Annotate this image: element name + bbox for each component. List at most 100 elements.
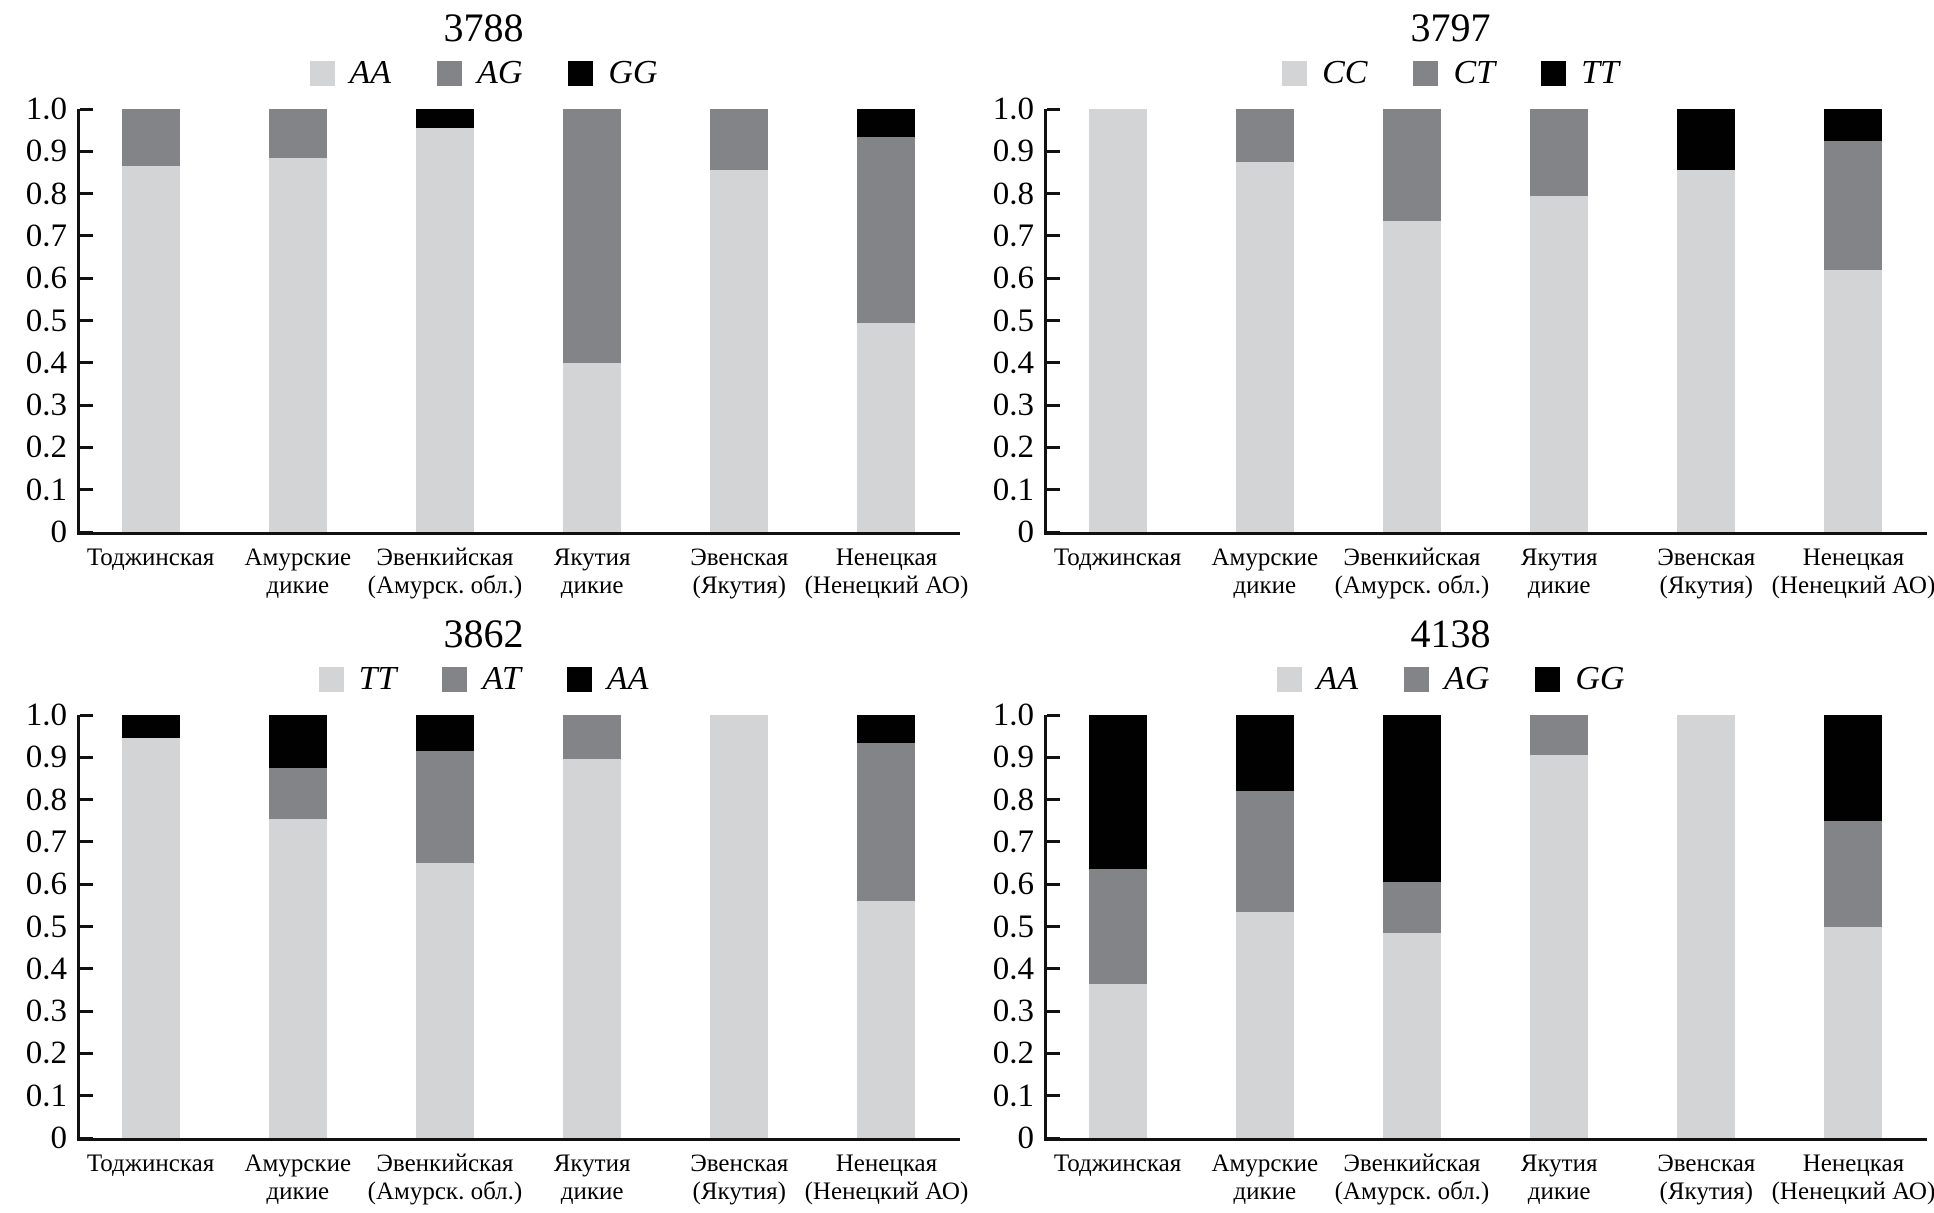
x-category-label: Эвенская (Якутия) — [1591, 544, 1821, 600]
bar-segment-ct — [1235, 109, 1294, 162]
x-category-label: Эвенкийская (Амурск. обл.) — [330, 1150, 560, 1206]
y-tick-mark — [80, 840, 93, 844]
chart-legend: AA AG GG — [967, 662, 1934, 696]
x-category-label: Якутия дикие — [477, 1150, 707, 1206]
legend-label: TT — [358, 660, 397, 697]
y-axis-line — [77, 109, 80, 532]
chart-title: 3797 — [1410, 5, 1491, 50]
legend-entry: TT — [1541, 56, 1619, 90]
x-category-label-line: (Ненецкий АО) — [804, 572, 969, 599]
y-tick-label: 0.6 — [25, 260, 67, 297]
y-tick-mark — [80, 107, 93, 111]
chart-plot: 1.0 0.9 0.8 0.7 0.6 0.5 0.4 0.3 0.2 0.1 0 Тоджинска… — [26, 699, 969, 1206]
x-category-label-line: Амурские — [1211, 1150, 1319, 1177]
legend-swatch-tt — [1541, 60, 1567, 86]
bar-segment-aa — [1530, 755, 1589, 1138]
chart-title: 3788 — [443, 5, 524, 50]
y-tick-label: 0.4 — [25, 950, 67, 987]
bar-segment-ag — [1530, 715, 1589, 756]
y-tick-label: 0.2 — [25, 429, 67, 466]
x-category-label-line: Якутия — [553, 544, 631, 571]
bar-slot: Амурские дикие — [1191, 715, 1338, 1205]
bar-segment-ag — [1824, 820, 1883, 927]
bar-segment-cc — [1677, 170, 1736, 532]
bar-segment-tt — [563, 759, 622, 1138]
bar-segment-aa — [121, 715, 180, 739]
legend-swatch-gg — [1535, 666, 1561, 692]
y-tick-mark — [1047, 530, 1060, 534]
stacked-bar — [121, 109, 180, 532]
bar-slot: Ненецкая (Ненецкий АО) — [1772, 715, 1934, 1205]
x-category-label-line: Эвенкийская — [1343, 1150, 1481, 1177]
bar-slot: Тоджинская — [1044, 715, 1191, 1177]
bar-segment-ag — [121, 109, 180, 167]
x-category-label: Якутия дикие — [1444, 1150, 1674, 1206]
x-category-label-line: Эвенская — [690, 544, 789, 571]
y-axis-line — [77, 715, 80, 1138]
bar-slot: Якутия дикие — [519, 715, 666, 1205]
x-category-label-line: (Ненецкий АО) — [1771, 572, 1934, 599]
legend-label: AA — [349, 54, 392, 91]
bar-segment-ct — [1530, 109, 1589, 196]
x-category-label-line: (Якутия) — [692, 572, 786, 599]
chart-3788: 3788 AA AG GG 1.0 0.9 0.8 0.7 0.6 0.5 0.4 0.3 0.2 0… — [0, 0, 969, 606]
stacked-bar — [1382, 109, 1441, 532]
x-axis-line — [1044, 1138, 1927, 1141]
bar-segment-gg — [1382, 715, 1441, 883]
bar-segment-aa — [268, 715, 327, 768]
x-category-label: Ненецкая (Ненецкий АО) — [1738, 1150, 1934, 1206]
stacked-bar — [563, 715, 622, 1138]
x-category-label: Амурские дикие — [183, 1150, 413, 1206]
y-tick-mark — [80, 1009, 93, 1013]
y-tick-label: 0.8 — [25, 781, 67, 818]
x-category-label: Якутия дикие — [1444, 544, 1674, 600]
y-tick-mark — [1047, 107, 1060, 111]
bar-segment-at — [563, 715, 622, 760]
legend-label: AG — [1444, 660, 1490, 697]
bar-segment-ct — [1382, 109, 1441, 222]
y-tick-label: 0.8 — [992, 781, 1034, 818]
bar-segment-aa — [1824, 926, 1883, 1138]
bar-slot: Якутия дикие — [1486, 715, 1633, 1205]
bar-segment-aa — [268, 157, 327, 532]
y-tick-mark — [1047, 319, 1060, 322]
stacked-bar — [1235, 715, 1294, 1138]
y-tick-label: 0.1 — [25, 471, 67, 508]
chart-legend: TT AT AA — [0, 662, 967, 696]
x-category-label-line: дикие — [266, 572, 330, 599]
bar-segment-at — [415, 750, 474, 864]
bar-segment-gg — [415, 109, 474, 129]
y-tick-label: 0.3 — [25, 387, 67, 424]
x-category-label-line: Эвенкийская — [376, 544, 514, 571]
y-tick-label: 0.5 — [992, 908, 1034, 945]
y-tick-label: 0.6 — [992, 866, 1034, 903]
y-tick-mark — [80, 234, 93, 238]
y-tick-label: 0 — [1017, 514, 1035, 550]
bar-segment-gg — [1088, 715, 1147, 870]
x-category-label-line: Эвенская — [1657, 1150, 1756, 1177]
stacked-bar — [268, 109, 327, 532]
bar-segment-aa — [710, 170, 769, 532]
x-category-label: Эвенская (Якутия) — [1591, 1150, 1821, 1206]
bar-slot: Эвенкийская (Амурск. обл.) — [1335, 715, 1489, 1205]
legend-entry: GG — [1535, 662, 1624, 696]
bar-segment-gg — [1235, 715, 1294, 792]
bar-segment-ag — [1382, 882, 1441, 933]
y-tick-label: 0.6 — [25, 866, 67, 903]
y-tick-label: 0.1 — [992, 1077, 1034, 1114]
y-tick-mark — [1047, 1094, 1060, 1098]
bar-segment-ct — [1824, 140, 1883, 270]
y-tick-mark — [80, 755, 93, 759]
bar-slots: Тоджинская Амурские дикие Эвенкийская (Амурс… — [1044, 109, 1934, 599]
stacked-bar — [1530, 109, 1589, 532]
bar-slot: Тоджинская — [77, 715, 224, 1177]
legend-entry: AG — [1404, 662, 1489, 696]
y-tick-label: 0.7 — [25, 823, 67, 860]
x-category-label: Тоджинская — [1003, 1150, 1233, 1178]
y-tick-mark — [1047, 798, 1060, 802]
x-axis-line — [77, 1138, 960, 1141]
x-category-label-line: (Амурск. обл.) — [1334, 1178, 1490, 1205]
y-tick-mark — [80, 967, 93, 971]
bar-slots: Тоджинская Амурские дикие Эвенкийская (Амурс… — [77, 109, 968, 599]
bar-segment-aa — [563, 362, 622, 532]
